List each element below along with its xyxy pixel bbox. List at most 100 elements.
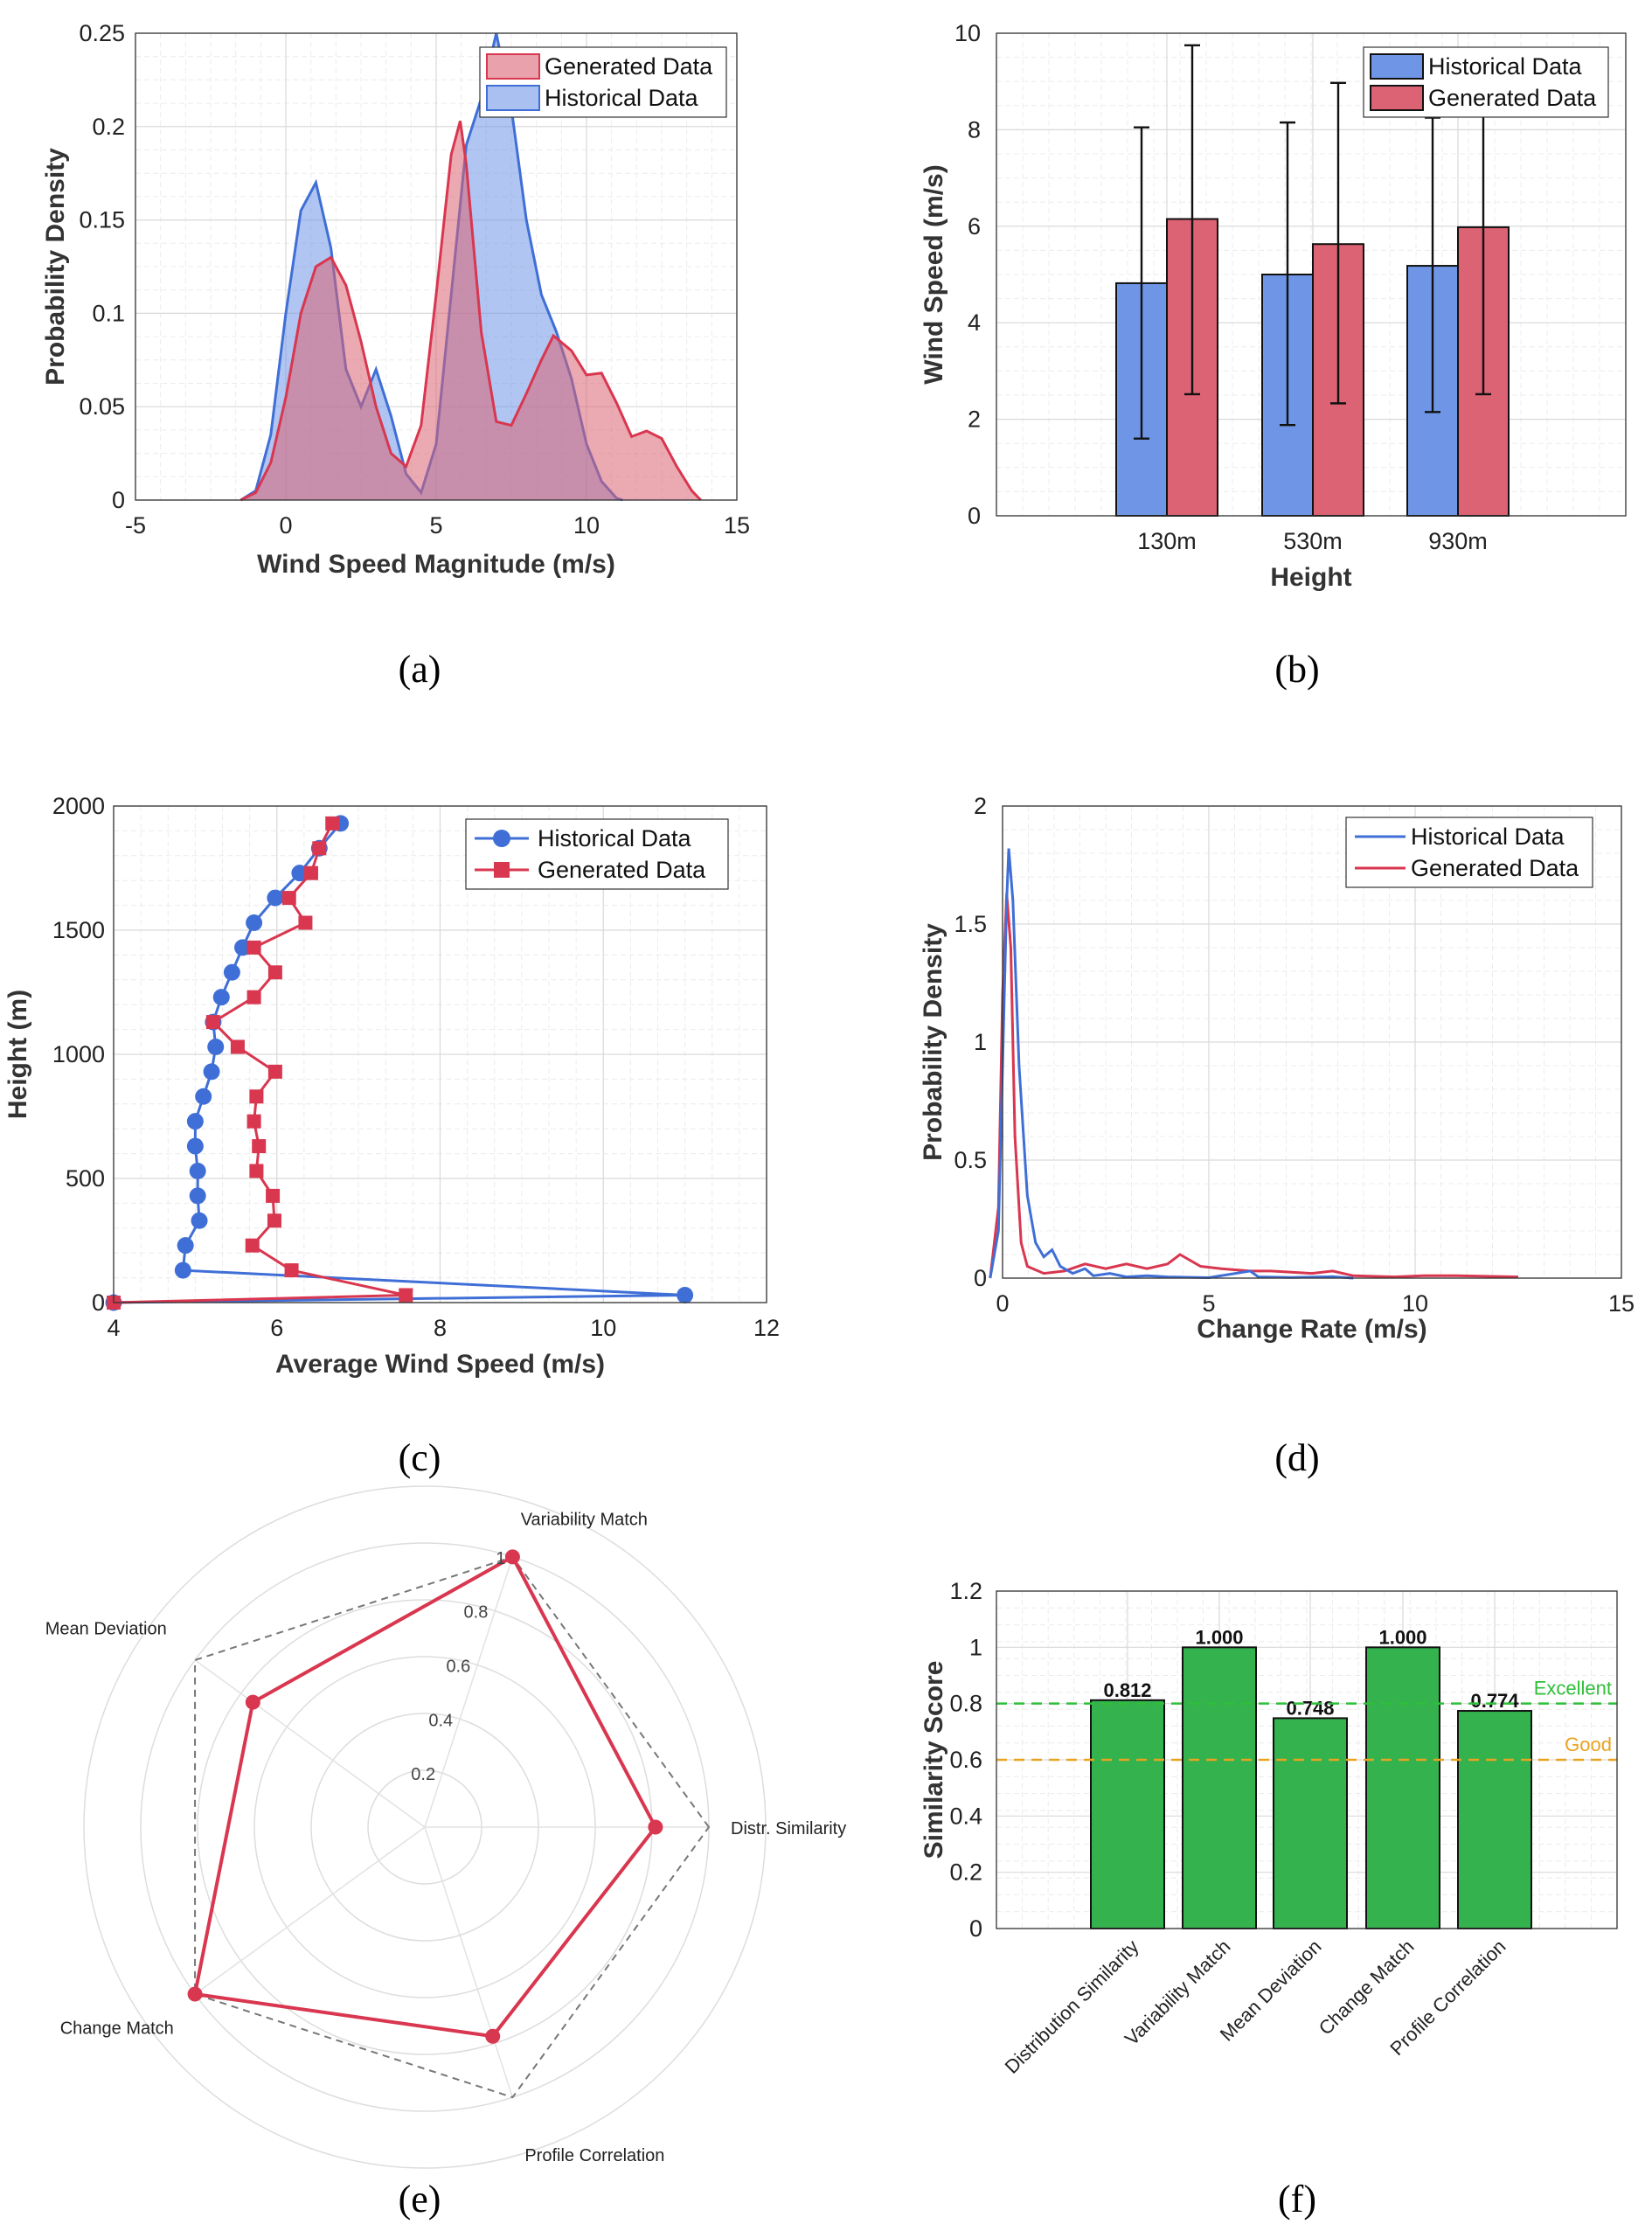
radar-point <box>504 1549 520 1565</box>
radar-r-tick: 0.2 <box>411 1765 435 1784</box>
radar-axis-label: Profile Correlation <box>524 2146 664 2165</box>
marker-generated <box>303 865 318 880</box>
marker-generated <box>246 1114 261 1129</box>
marker-historical <box>207 1038 225 1055</box>
legend-swatch <box>486 85 540 111</box>
marker-historical <box>174 1261 191 1279</box>
radar-r-tick: 0.4 <box>428 1711 453 1730</box>
axes-frame <box>996 32 1627 517</box>
y-tick-label: 1.2 <box>949 1578 982 1604</box>
panel-d-change-rate-pdf: 0 5 10 15 0 0.5 1 1.5 2 Change Rate (m/s) Probabil… <box>919 793 1635 1344</box>
radar-spoke <box>424 1556 514 1828</box>
marker-historical <box>186 1113 204 1130</box>
density-line-generated <box>989 893 1519 1279</box>
y-tick-label: 2000 <box>52 793 105 819</box>
density-line-generated <box>239 121 702 502</box>
bar-value-label: 0.774 <box>1470 1690 1519 1712</box>
legend-label: Historical Data <box>545 85 699 111</box>
x-tick-label: 15 <box>1608 1290 1635 1317</box>
radar-point <box>648 1819 663 1835</box>
marker-historical <box>191 1212 208 1229</box>
radar-spoke <box>424 1826 514 2098</box>
x-axis-label: Height <box>1270 563 1351 592</box>
marker-generated <box>298 915 313 930</box>
y-tick-label: 4 <box>968 309 981 336</box>
caption-f: (f) <box>1278 2178 1316 2221</box>
radar-axis-label: Mean Deviation <box>45 1619 167 1638</box>
y-tick-label: 1.5 <box>954 911 987 937</box>
x-tick-label: Change Match <box>1315 1936 1419 2040</box>
legend-swatch <box>1370 53 1424 80</box>
marker-historical <box>267 889 284 907</box>
marker-historical <box>195 1088 212 1105</box>
y-tick-label: 0.15 <box>79 207 125 233</box>
caption-a: (a) <box>399 648 441 691</box>
marker-generated <box>325 816 340 831</box>
x-tick-label: 0 <box>996 1290 1009 1317</box>
y-tick-label: 0.6 <box>949 1747 982 1773</box>
radar-point <box>187 1986 203 2002</box>
x-tick-label: 5 <box>1202 1290 1215 1317</box>
caption-c: (c) <box>399 1436 441 1479</box>
marker-generated <box>284 1263 299 1278</box>
y-tick-label: 0.4 <box>949 1803 982 1829</box>
marker-historical <box>223 963 240 981</box>
density-line-historical <box>989 848 1354 1280</box>
marker-historical <box>189 1162 206 1179</box>
radar-reference <box>194 1555 711 2099</box>
bar-value-label: 1.000 <box>1378 1626 1426 1648</box>
caption-e: (e) <box>399 2178 441 2221</box>
y-tick-label: 0 <box>92 1289 105 1316</box>
y-tick-label: 1500 <box>52 917 105 943</box>
axes-frame <box>113 805 767 1303</box>
marker-historical <box>177 1237 194 1255</box>
axes-frame <box>135 32 738 501</box>
x-tick-label: 12 <box>753 1315 780 1341</box>
y-tick-label: 0 <box>112 487 125 513</box>
marker-historical <box>189 1187 206 1205</box>
y-axis-label: Similarity Score <box>920 1661 948 1859</box>
x-axis-label: Change Rate (m/s) <box>1197 1315 1426 1344</box>
x-tick-label: 0 <box>279 512 292 539</box>
radar-point <box>485 2028 501 2044</box>
marker-historical <box>234 939 252 956</box>
marker-generated <box>266 1188 281 1203</box>
x-tick-label: 5 <box>429 512 442 539</box>
score-bar <box>1273 1717 1348 1929</box>
marker-generated <box>246 940 261 955</box>
x-tick-label: 15 <box>724 512 750 539</box>
legend-marker <box>493 830 510 847</box>
radar-r-tick: 0.6 <box>446 1658 470 1677</box>
marker-historical <box>246 914 263 931</box>
marker-generated <box>399 1288 413 1303</box>
marker-generated <box>205 1015 220 1030</box>
threshold-label: Excellent <box>1534 1678 1612 1699</box>
x-tick-label: 930m <box>1428 528 1488 554</box>
y-tick-label: 10 <box>954 20 981 46</box>
legend-label: Historical Data <box>1411 824 1565 850</box>
radar-ring <box>83 1485 767 2169</box>
y-tick-label: 2 <box>968 407 981 433</box>
panel-b-wind-speed-by-height: 130m 530m 930m 0 2 4 6 8 10 Height Wind Speed (m/s… <box>920 20 1627 592</box>
marker-generated <box>267 1064 282 1079</box>
y-tick-label: 6 <box>968 213 981 240</box>
panel-f-similarity-scores: 0.812 1.000 0.748 1.000 0.774 Excellent Good 0 0… <box>920 1578 1618 2078</box>
legend-label: Generated Data <box>1411 855 1579 881</box>
y-tick-label: 8 <box>968 116 981 142</box>
bar-value-label: 1.000 <box>1195 1626 1243 1648</box>
legend-label: Generated Data <box>1428 85 1597 111</box>
marker-generated <box>267 1213 281 1228</box>
radar-point <box>245 1694 260 1710</box>
x-tick-label: 8 <box>434 1315 447 1341</box>
legend-label: Historical Data <box>1428 53 1583 80</box>
x-tick-label: 530m <box>1283 528 1343 554</box>
y-tick-label: 0.1 <box>92 300 125 326</box>
y-tick-label: 500 <box>66 1165 105 1192</box>
y-tick-label: 2 <box>974 793 987 819</box>
marker-generated <box>267 965 282 980</box>
legend-swatch <box>486 53 540 80</box>
y-tick-label: 0.25 <box>79 20 125 46</box>
radar-r-tick: 0.8 <box>464 1603 489 1623</box>
